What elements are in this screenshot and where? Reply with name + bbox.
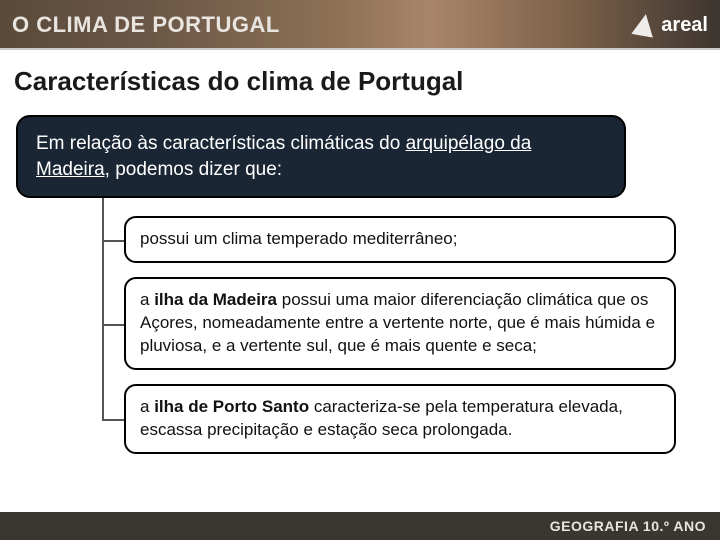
tree-item: possui um clima temperado mediterrâneo;: [74, 216, 676, 263]
brand-icon: [632, 12, 657, 37]
brand-block: areal: [633, 14, 708, 37]
footer-label: GEOGRAFIA 10.º ANO: [550, 518, 706, 534]
tree-box: a ilha da Madeira possui uma maior difer…: [124, 277, 676, 370]
tree-connector: [102, 240, 124, 242]
intro-suffix: podemos dizer que:: [110, 159, 282, 180]
tree-connector: [102, 324, 124, 326]
tree-connector: [102, 419, 124, 421]
bullet-tree: possui um clima temperado mediterrâneo; a…: [74, 216, 676, 454]
footer-bar: GEOGRAFIA 10.º ANO: [0, 512, 720, 540]
tree-box: a ilha de Porto Santo caracteriza-se pel…: [124, 384, 676, 454]
brand-label: areal: [661, 14, 708, 37]
intro-box: Em relação às características climáticas…: [16, 115, 626, 198]
tree-item: a ilha da Madeira possui uma maior difer…: [74, 277, 676, 370]
intro-prefix: Em relação às características climáticas…: [36, 133, 406, 154]
header-title: O CLIMA DE PORTUGAL: [12, 12, 280, 38]
content-area: Características do clima de Portugal Em …: [0, 50, 720, 454]
tree-box: possui um clima temperado mediterrâneo;: [124, 216, 676, 263]
page-heading: Características do clima de Portugal: [14, 66, 706, 97]
header-bar: O CLIMA DE PORTUGAL areal: [0, 0, 720, 50]
tree-item: a ilha de Porto Santo caracteriza-se pel…: [74, 384, 676, 454]
